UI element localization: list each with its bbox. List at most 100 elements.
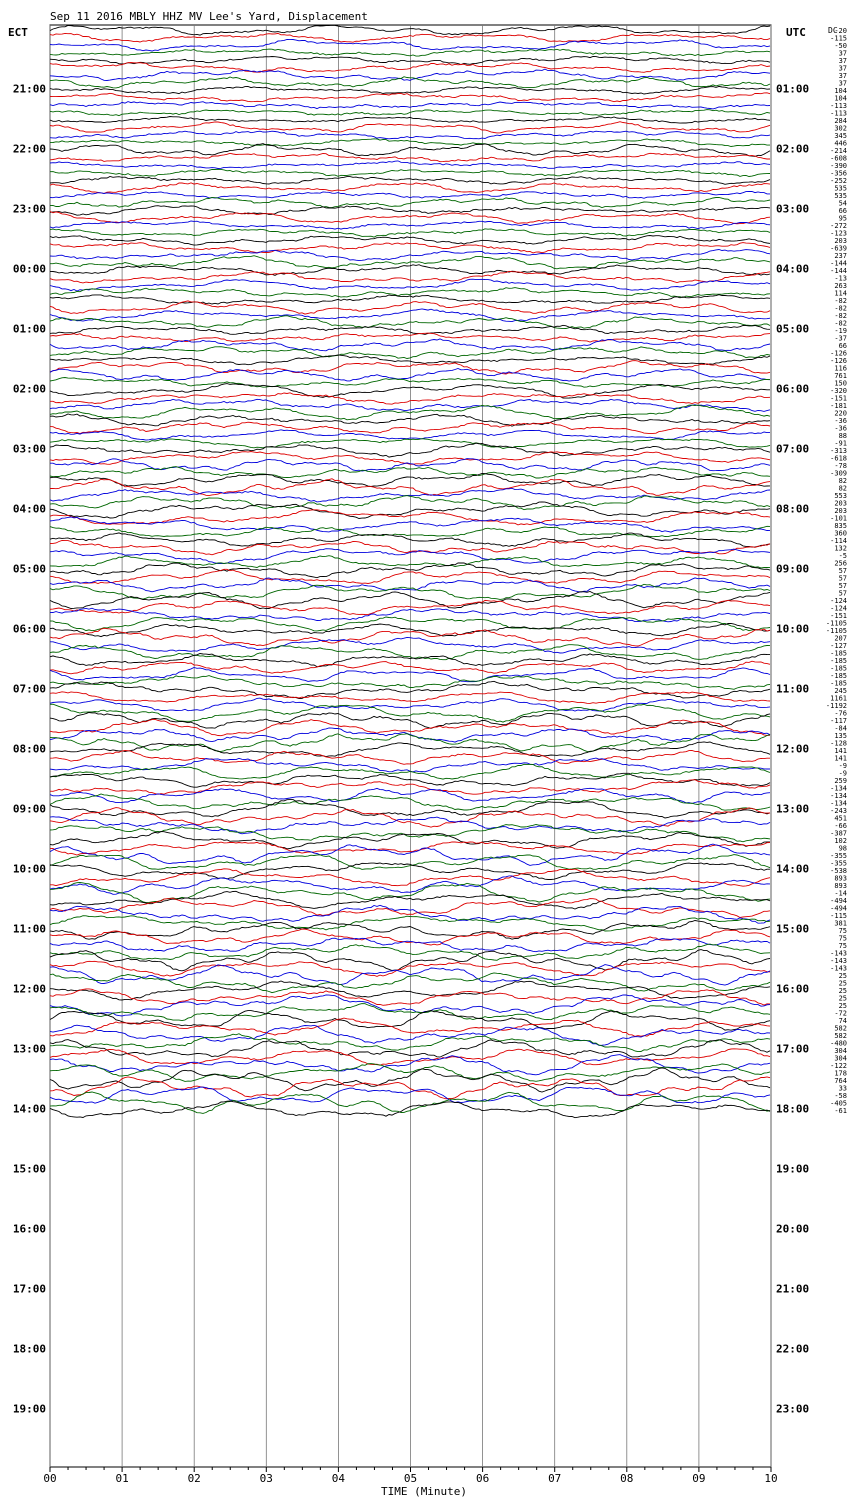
trace-offset-label: 360: [834, 530, 847, 538]
seismic-trace: [49, 360, 771, 375]
trace-offset-label: 256: [834, 560, 847, 568]
trace-offset-label: 25: [839, 995, 847, 1003]
seismic-trace: [49, 915, 771, 932]
left-hour-label: 10:00: [13, 862, 46, 875]
seismic-trace: [49, 928, 771, 946]
seismic-trace: [49, 793, 771, 811]
seismic-trace: [49, 300, 771, 315]
trace-offset-label: -387: [830, 830, 847, 838]
seismic-trace: [49, 346, 771, 359]
left-hour-label: 03:00: [13, 442, 46, 455]
trace-offset-label: 25: [839, 980, 847, 988]
seismic-trace: [50, 392, 771, 405]
seismic-trace: [50, 868, 771, 887]
seismic-trace: [49, 32, 771, 43]
seismic-trace: [49, 757, 770, 773]
x-tick-label: 02: [188, 1472, 201, 1485]
trace-offset-label: 33: [839, 1085, 847, 1093]
seismic-trace: [49, 1091, 771, 1114]
trace-offset-label: 116: [834, 365, 847, 373]
seismic-trace: [49, 487, 771, 503]
trace-offset-label: 57: [839, 567, 847, 575]
trace-offset-label: 302: [834, 125, 847, 133]
seismic-trace: [49, 1039, 771, 1058]
chart-title: Sep 11 2016 MBLY HHZ MV Lee's Yard, Disp…: [50, 10, 368, 23]
seismic-trace: [49, 438, 771, 449]
seismic-trace: [49, 660, 771, 675]
trace-offset-label: -181: [830, 402, 847, 410]
seismic-trace: [49, 727, 771, 743]
left-hour-label: 23:00: [13, 202, 46, 215]
seismic-trace: [49, 429, 771, 441]
seismic-trace: [49, 980, 771, 1001]
trace-offset-label: -91: [834, 440, 847, 448]
seismic-trace: [49, 451, 771, 465]
trace-offset-label: -82: [834, 305, 847, 313]
trace-offset-label: 1161: [830, 695, 847, 703]
trace-offset-label: 75: [839, 942, 847, 950]
trace-offset-label: 54: [839, 200, 847, 208]
seismic-trace: [49, 1017, 771, 1037]
seismic-trace: [49, 478, 771, 497]
left-hour-label: 13:00: [13, 1042, 46, 1055]
trace-offset-label: 95: [839, 215, 847, 223]
trace-offset-label: 764: [834, 1077, 847, 1085]
trace-offset-label: 98: [839, 845, 847, 853]
left-hour-label: 07:00: [13, 682, 46, 695]
left-hour-label: 02:00: [13, 382, 46, 395]
trace-offset-label: -127: [830, 642, 847, 650]
x-tick-label: 07: [548, 1472, 561, 1485]
trace-offset-label: 88: [839, 432, 847, 440]
seismic-trace: [49, 308, 771, 323]
trace-offset-label: 582: [834, 1032, 847, 1040]
seismic-trace: [49, 152, 770, 163]
left-hour-label: 12:00: [13, 982, 46, 995]
seismic-trace: [49, 24, 771, 36]
trace-offset-label: -538: [830, 867, 847, 875]
right-hour-label: 04:00: [776, 262, 809, 275]
trace-offset-label: 345: [834, 132, 847, 140]
seismic-trace: [49, 607, 771, 623]
left-hour-label: 11:00: [13, 922, 46, 935]
trace-offset-label: -143: [830, 965, 847, 973]
trace-offset-label: 102: [834, 837, 847, 845]
left-hour-label: 08:00: [13, 742, 46, 755]
right-axis-label: UTC: [786, 26, 806, 39]
seismic-trace: [49, 354, 771, 366]
trace-offset-label: 57: [839, 582, 847, 590]
trace-offset-label: -243: [830, 807, 847, 815]
trace-offset-label: -66: [834, 822, 847, 830]
trace-offset-label: 207: [834, 635, 847, 643]
seismic-trace: [49, 39, 771, 52]
trace-offset-label: -72: [834, 1010, 847, 1018]
trace-offset-label: 203: [834, 237, 847, 245]
right-hour-label: 05:00: [776, 322, 809, 335]
trace-offset-label: 37: [839, 80, 847, 88]
seismic-trace: [49, 1010, 771, 1031]
seismic-trace: [49, 368, 771, 382]
trace-offset-label: -151: [830, 395, 847, 403]
x-tick-label: 10: [764, 1472, 777, 1485]
right-hour-label: 09:00: [776, 562, 809, 575]
seismic-trace: [49, 972, 771, 994]
right-hour-label: 01:00: [776, 82, 809, 95]
trace-offset-label: -61: [834, 1107, 847, 1115]
seismic-trace: [49, 862, 770, 880]
trace-offset-label: -185: [830, 657, 847, 665]
seismic-trace: [49, 1024, 771, 1046]
trace-offset-label: -480: [830, 1040, 847, 1048]
seismic-trace: [49, 703, 771, 723]
trace-offset-label: -36: [834, 417, 847, 425]
trace-offset-label: 203: [834, 500, 847, 508]
seismic-trace: [49, 101, 771, 110]
trace-offset-label: 66: [839, 342, 847, 350]
seismic-trace: [49, 404, 771, 421]
seismic-trace: [49, 943, 771, 961]
seismic-trace: [49, 712, 771, 729]
seismic-trace: [49, 691, 771, 704]
trace-offset-label: 203: [834, 507, 847, 515]
trace-offset-label: 75: [839, 927, 847, 935]
trace-offset-label: -126: [830, 357, 847, 365]
trace-offset-label: -36: [834, 425, 847, 433]
seismic-trace: [49, 421, 771, 435]
